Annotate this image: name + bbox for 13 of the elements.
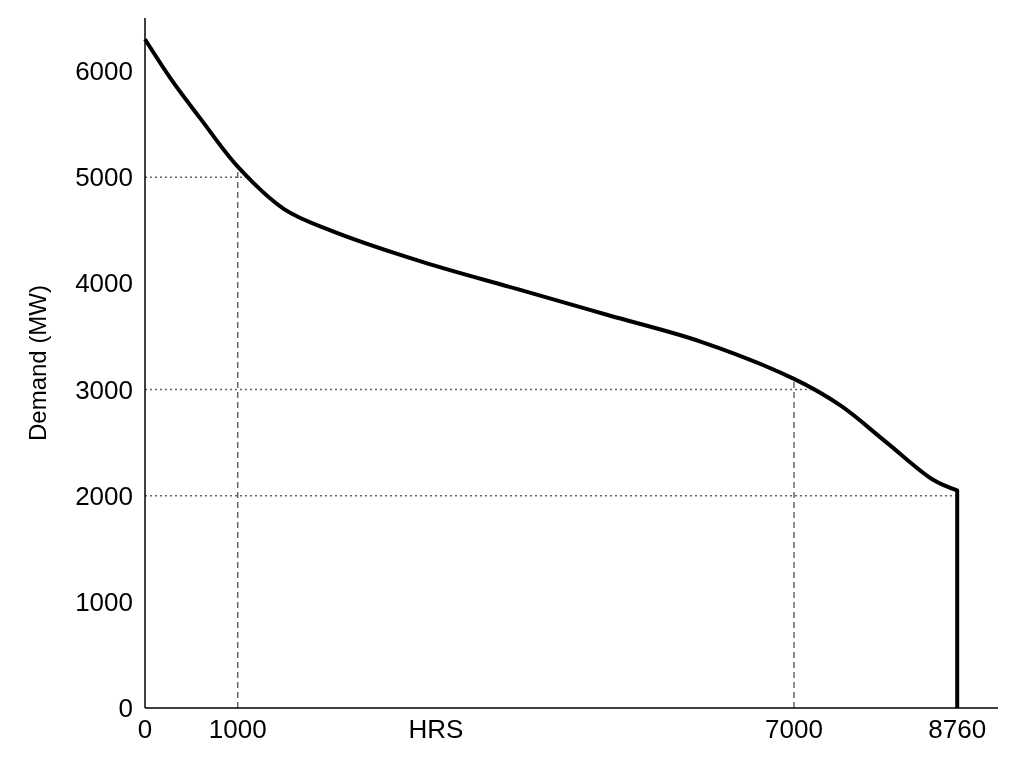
y-tick-label: 5000 [75,162,133,193]
y-tick-label: 3000 [75,374,133,405]
y-tick-label: 6000 [75,56,133,87]
x-tick-label: 0 [137,714,153,744]
x-axis-title: HRS [408,714,464,744]
x-tick-label: 8760 [928,714,987,744]
y-tick-label: 0 [118,693,133,724]
y-tick-label: 1000 [75,586,133,617]
y-tick-label: 4000 [75,268,133,299]
x-tick-label: 7000 [765,714,823,744]
y-tick-label: 2000 [75,480,133,511]
x-tick-label: 1000 [208,714,267,744]
y-axis-title: Demand (MW) [24,284,51,442]
